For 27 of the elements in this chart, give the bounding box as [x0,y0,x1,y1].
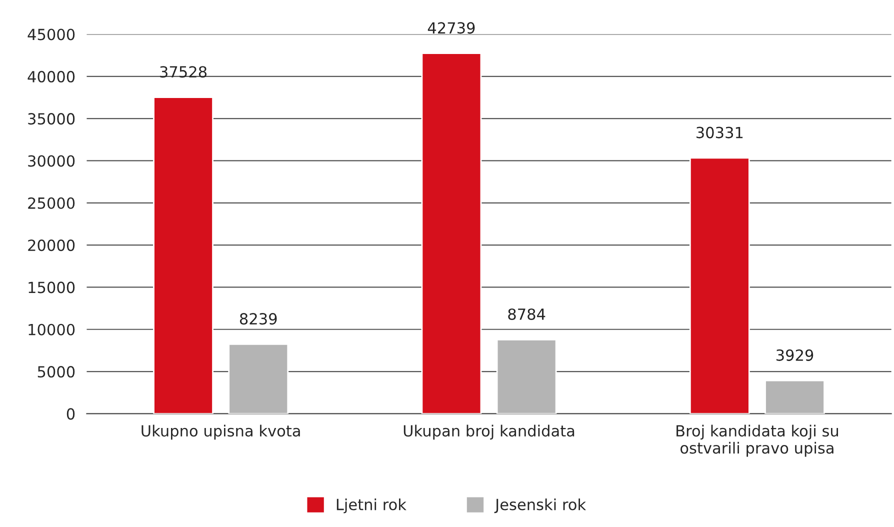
x-tick-label: Ukupno upisna kvota [142,424,300,440]
data-label: 30331 [696,126,743,138]
bar [421,52,482,414]
y-tick-label: 45000 [28,28,75,40]
bar [153,96,214,414]
y-tick-label: 15000 [28,282,75,294]
y-tick-label: 0 [66,408,75,420]
y-tick-label: 30000 [28,155,75,167]
y-tick-label: 40000 [28,70,75,82]
y-tick-label: 35000 [28,113,75,125]
legend-label: Ljetni rok [336,498,406,514]
y-tick-label: 20000 [28,240,75,252]
data-label: 37528 [160,66,207,78]
bar [496,338,557,414]
data-label: 8784 [508,308,546,320]
data-label: 3929 [776,349,814,361]
legend-label: Jesenski rok [494,498,586,514]
data-label: 8239 [240,313,277,325]
y-tick-label: 10000 [28,324,75,336]
data-label: 42739 [428,22,475,34]
bar [228,344,289,414]
x-tick-label: Broj kandidata koji su ostvarili pravo upisa [676,424,838,457]
y-tick-label: 25000 [28,197,75,209]
x-tick-label: Ukupan broj kandidata [404,424,574,440]
bar [689,157,750,414]
bar [764,380,825,414]
y-tick-label: 5000 [38,366,75,378]
